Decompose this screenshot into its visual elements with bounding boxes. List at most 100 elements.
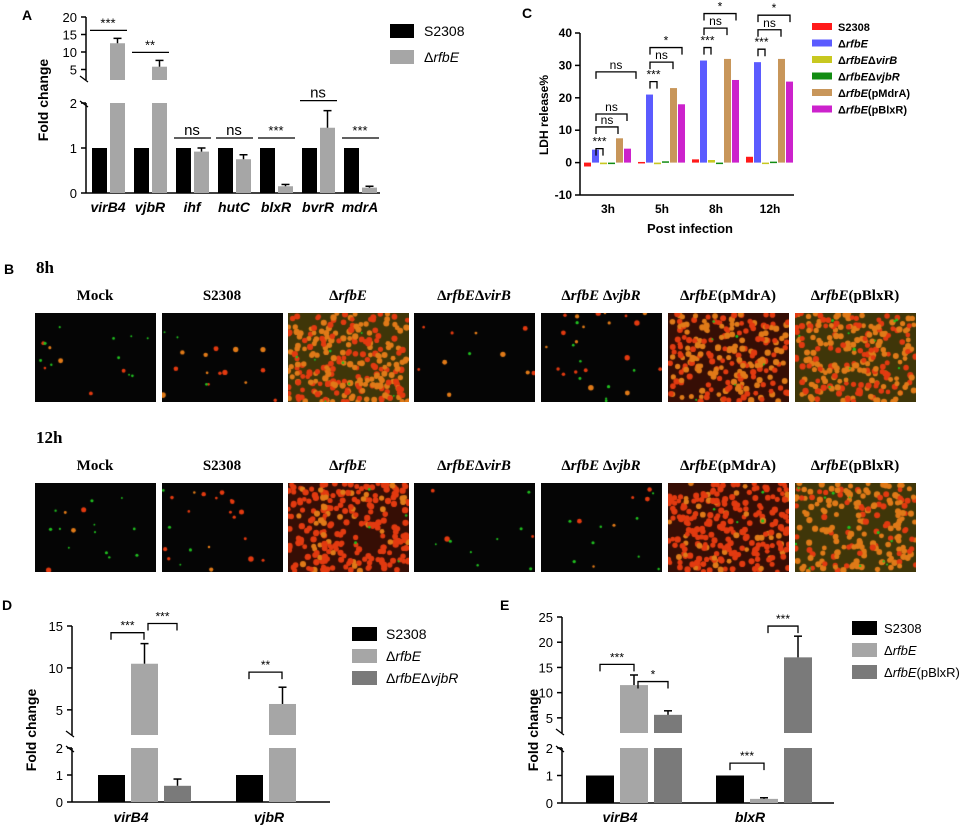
a-ytick-label-20: 20 [63,10,77,25]
a-bar-rfbe-vjbR [152,103,167,193]
c-ytick-label-30: 30 [559,58,573,72]
a-bar-s2308-bvrR [302,148,317,193]
c-bar-3h-5 [624,148,631,163]
d-ylabel: Fold change [23,689,39,772]
c-bar-12h-4 [778,58,785,163]
c-bar-12h-0 [746,156,753,163]
c-ylabel: LDH release% [537,75,551,155]
e-bar-blxR-0 [716,775,744,803]
c-bracket-3h-c-label: ns [605,100,618,114]
e-bracket-3-label: *** [740,749,754,763]
d-bar-virB4-2 [164,785,191,802]
a-sig-ihf: ns [184,122,200,139]
micrograph-8h-5 [668,313,789,402]
col-header-0-6: ΔrfbE(pBlxR) [810,288,900,304]
e-legend-label-1: ΔrfbE [884,643,917,658]
row-title-8h: 8h [36,258,54,277]
c-bar-3h-0 [584,162,591,167]
c-legend-label-2: ΔrfbEΔvirB [838,55,897,67]
micrograph-8h-6 [795,313,916,402]
c-xtick-3h: 3h [601,202,615,216]
c-bracket-5h-c-label: * [664,34,669,48]
a-xtick-hutC: hutC [218,199,251,215]
c-bar-5h-1 [646,94,653,163]
d-xtick-virB4: virB4 [113,809,148,825]
a-bar-s2308-ihf [176,148,191,193]
c-bracket-5h-c-line [649,46,683,55]
c-ytick-label--10: -10 [555,188,573,202]
c-legend-label-1: ΔrfbE [838,39,869,51]
col-header-1-4: ΔrfbE ΔvjbR [561,458,641,474]
micrograph-canvas [541,483,662,572]
d-ytick-label-15: 15 [49,619,63,634]
a-sig-hutC: ns [226,122,242,139]
col-header-0-0: Mock [76,288,114,304]
c-bracket-8h-c-line [703,12,737,21]
c-legend-swatch-2 [812,56,832,63]
c-bar-5h-3 [662,161,669,163]
c-bracket-5h-a-line [649,80,658,89]
c-bar-3h-3 [608,162,615,165]
micrograph-canvas [541,313,662,402]
d-ytick-label-0: 0 [56,795,63,810]
micrograph-12h-6 [795,483,916,572]
e-bar-upper-blxR-2 [784,657,812,733]
c-ytick-label-20: 20 [559,91,573,105]
a-ytick-label-2: 2 [70,96,77,111]
c-legend-swatch-3 [812,72,832,80]
micrograph-8h-4 [541,313,662,402]
c-bar-5h-4 [670,88,677,163]
a-sig-mdrA: *** [352,123,367,138]
d-legend-swatch-0 [352,627,377,641]
e-bracket-1-label: *** [610,650,624,664]
micrograph-canvas [288,483,409,572]
e-ytick-label-5: 5 [546,711,553,726]
d-bracket-3-label: ** [261,658,271,672]
e-bar-blxR-1 [750,798,778,803]
d-bracket-3-line [248,671,283,680]
micrograph-12h-2 [288,483,409,572]
a-ytick-label-10: 10 [63,45,77,60]
a-bar-rfbe-blxR [278,186,293,193]
col-header-0-4: ΔrfbE ΔvjbR [561,288,641,304]
col-header-1-3: ΔrfbEΔvirB [437,458,511,474]
c-bracket-12h-c-line [757,14,791,23]
c-xtick-5h: 5h [655,202,669,216]
c-bar-3h-1 [592,149,599,163]
a-bar-rfbe-mdrA [362,187,377,193]
d-legend-label-1: ΔrfbE [386,648,422,664]
c-bracket-12h-b-label: ns [763,16,776,30]
c-xtick-8h: 8h [709,202,723,216]
c-bar-8h-1 [700,60,707,163]
panel-letter-e: E [500,597,509,613]
e-ytick-label-0: 0 [546,796,553,811]
micrograph-12h-0 [35,483,156,572]
micrograph-canvas [668,483,789,572]
e-legend-swatch-1 [852,643,877,657]
a-ytick-label-15: 15 [63,28,77,43]
panel-b-microscopy: 8h 12h Mock S2308 ΔrfbE ΔrfbEΔvirB ΔrfbE Δvj… [0,258,964,598]
c-legend-label-5: ΔrfbE(pBlxR) [838,105,907,117]
e-bar-virB4-1 [620,748,648,803]
c-bar-12h-5 [786,81,793,163]
micrograph-12h-3 [414,483,535,572]
micrograph-canvas [35,483,156,572]
c-bar-12h-2 [762,162,769,165]
c-bar-5h-0 [638,161,645,164]
c-bracket-3h-d-label: ns [610,58,623,72]
c-bracket-3h-a-label: *** [592,135,606,149]
c-xtick-12h: 12h [760,202,781,216]
micrograph-canvas [795,483,916,572]
c-bracket-8h-c-label: * [718,0,723,14]
micrograph-canvas [162,313,283,402]
c-ytick-label-40: 40 [559,26,573,40]
d-axis-break [65,730,75,753]
c-legend-label-0: S2308 [838,22,870,34]
e-ytick-label-20: 20 [539,635,553,650]
col-header-1-5: ΔrfbE(pMdrA) [679,458,777,474]
a-ytick-label-0: 0 [70,186,77,201]
e-bracket-1-line [599,663,635,672]
a-ylabel: Fold change [35,59,51,142]
a-axis-break [79,75,89,108]
